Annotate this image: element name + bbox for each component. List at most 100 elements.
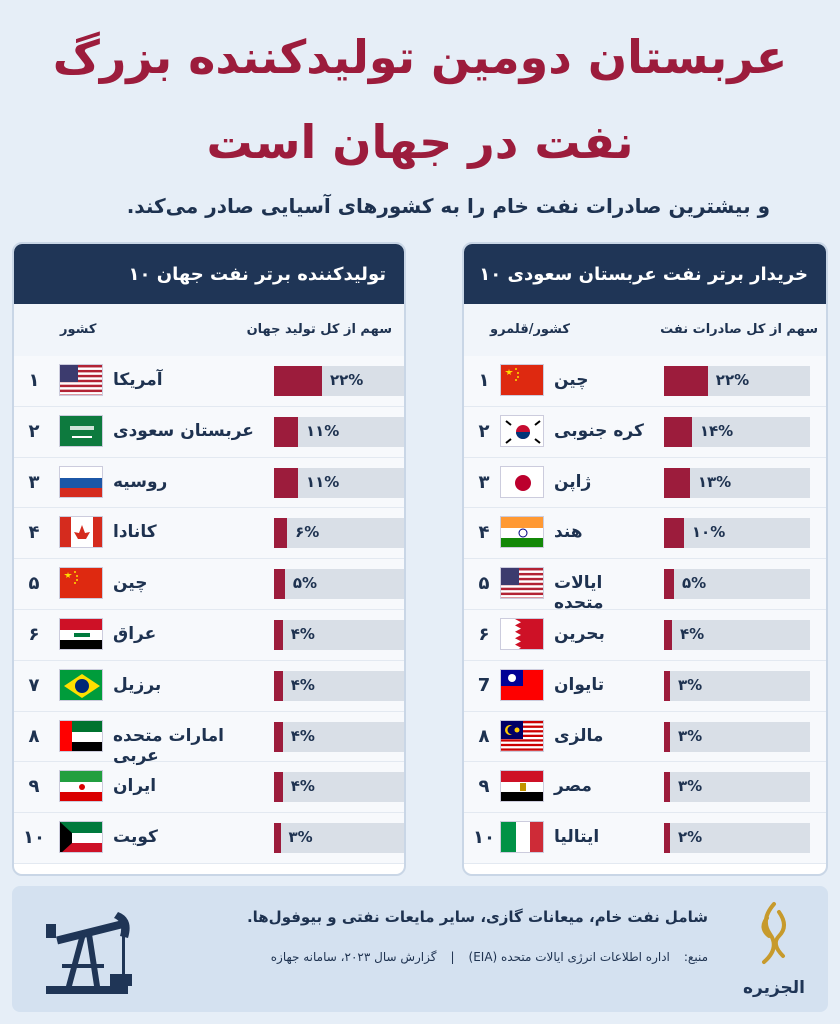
flag-jp-icon: [500, 465, 544, 498]
data-label: ۱۰%: [691, 523, 726, 542]
rank-number: ۸: [28, 725, 40, 747]
rank-number: ۱۰: [473, 827, 495, 849]
aljazeera-logo-icon: [761, 902, 786, 964]
data-label: ۳%: [288, 828, 313, 847]
table-row: ۶ بحرین ۴%: [464, 610, 826, 661]
bar: [274, 366, 322, 396]
flag-my-icon: [500, 719, 544, 752]
bar: [274, 823, 281, 854]
country-name: کانادا: [113, 522, 157, 543]
data-label: ۳%: [678, 777, 703, 796]
country-name: عراق: [113, 623, 157, 644]
source-separator: |: [450, 950, 455, 964]
rank-number: ۲: [478, 420, 490, 442]
country-name: تایوان: [554, 674, 605, 695]
rank-number: ۸: [478, 725, 490, 747]
bar: [274, 670, 283, 701]
bar: [274, 416, 298, 447]
table-row: ۷ برزیل ۴%: [14, 661, 404, 712]
data-label: ۳%: [678, 726, 703, 745]
flag-us-icon: [59, 364, 103, 396]
aljazeera-logo: الجزیره: [734, 894, 814, 1004]
table-row: ۸ مالزی ۳%: [464, 712, 826, 763]
share-header: سهم از کل تولید جهان: [246, 322, 392, 337]
bar: [664, 772, 670, 803]
bar: [274, 467, 298, 498]
footer: شامل نفت خام، میعانات گازی، سایر مایعات …: [12, 886, 828, 1012]
country-name: مالزی: [554, 725, 604, 746]
rank-number: ۱۰: [23, 827, 45, 849]
flag-it-icon: [500, 821, 544, 854]
country-header: کشور: [60, 322, 97, 337]
bar: [664, 467, 690, 498]
bar-track: ۴%: [664, 619, 810, 650]
bar-track: ۲%: [664, 823, 810, 854]
bar-track: ۲۲%: [274, 366, 404, 396]
flag-ru-icon: [59, 465, 103, 498]
flag-eg-icon: [500, 770, 544, 803]
bar-track: ۱۴%: [664, 416, 810, 447]
flag-ca-icon: [59, 516, 103, 549]
bar-track: ۵%: [274, 569, 404, 600]
data-label: ۴%: [290, 675, 315, 694]
bar: [274, 619, 283, 650]
data-label: ۴%: [679, 624, 705, 643]
data-label: ۴%: [290, 624, 315, 643]
country-name: کویت: [113, 827, 158, 848]
column-headers: سهم از کل صادرات نفت کشور/قلمرو: [464, 304, 826, 356]
country-header: کشور/قلمرو: [490, 322, 570, 337]
page-subtitle: و بیشترین صادرات نفت خام را به کشورهای آ…: [126, 194, 770, 218]
country-name: روسیه: [113, 471, 168, 492]
rank-number: ۶: [478, 623, 490, 645]
bar: [274, 518, 288, 549]
data-label: ۱۱%: [306, 421, 340, 440]
bar: [664, 721, 670, 752]
data-label: ۲۲%: [330, 371, 364, 389]
bar: [274, 772, 283, 803]
rank-number: ۷: [28, 674, 40, 696]
country-name: امارات متحده عربی: [113, 725, 224, 766]
data-label: ۵%: [292, 574, 318, 593]
flag-tw-icon: [500, 668, 544, 701]
bar: [664, 416, 692, 447]
table-row: ۱۰ کویت ۳%: [14, 813, 404, 864]
bar-track: ۱۱%: [274, 467, 404, 498]
table-row: ۴ کانادا ۶%: [14, 508, 404, 560]
logo-text: الجزیره: [742, 978, 806, 998]
table-row: ۳ ژاپن ۱۳%: [464, 458, 826, 509]
bar-track: ۳%: [664, 670, 810, 701]
flag-bh-icon: [500, 617, 544, 650]
table-row: ۳ روسیه ۱۱%: [14, 458, 404, 509]
data-label: ۵%: [681, 574, 707, 593]
bar: [274, 569, 285, 600]
bar-track: ۱۱%: [274, 416, 404, 447]
country-name: ایتالیا: [554, 827, 600, 848]
table-row: ۱ آمریکا ۲۲%: [14, 356, 404, 407]
panel-title: ۱۰ خریدار برتر نفت عربستان سعودی: [464, 244, 826, 304]
table-row: ۹ ایران ۴%: [14, 762, 404, 814]
rank-number: ۳: [28, 471, 40, 493]
table-row: ۱۰ ایتالیا ۲%: [464, 813, 826, 864]
top-producers-panel: ۱۰ تولیدکننده برتر نفت جهان سهم از کل تو…: [12, 242, 406, 876]
bar: [664, 823, 670, 854]
country-name: عربستان سعودی: [113, 420, 254, 441]
table-row: 7 تایوان ۳%: [464, 661, 826, 712]
bar: [664, 670, 670, 701]
flag-br-icon: [59, 668, 103, 701]
country-name: ایالات متحده: [554, 573, 604, 614]
rank-number: ۱: [478, 370, 490, 391]
country-name: چین: [554, 370, 589, 390]
bar-track: ۱۳%: [664, 467, 810, 498]
bar: [664, 569, 674, 600]
flag-kr-icon: [500, 414, 544, 447]
country-name: کره جنوبی: [554, 420, 644, 441]
country-name: هند: [554, 522, 583, 543]
column-headers: سهم از کل تولید جهان کشور: [14, 304, 404, 356]
page-title-line1: عربستان دومین تولیدکننده بزرگ: [52, 30, 788, 84]
rank-number: ۶: [28, 623, 40, 645]
table-row: ۴ هند ۱۰%: [464, 508, 826, 560]
flag-sa-icon: [59, 414, 103, 447]
rank-number: ۴: [28, 522, 40, 544]
table-row: ۲ عربستان سعودی ۱۱%: [14, 407, 404, 458]
rank-number: ۹: [478, 776, 490, 798]
